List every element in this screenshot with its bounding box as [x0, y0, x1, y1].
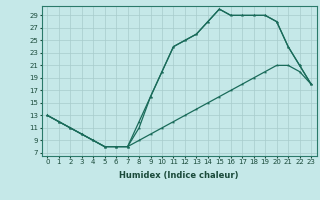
- X-axis label: Humidex (Indice chaleur): Humidex (Indice chaleur): [119, 171, 239, 180]
